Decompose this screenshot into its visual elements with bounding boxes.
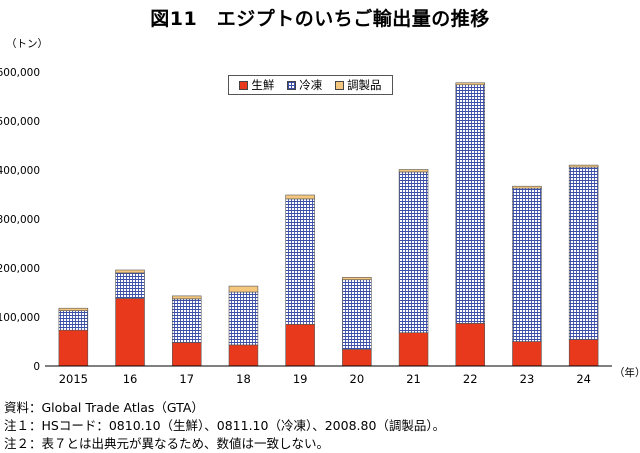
bar-segment-prepared <box>455 82 485 86</box>
y-tick-label: 600,000 <box>0 67 40 79</box>
bar-segment-prepared <box>115 269 145 274</box>
legend-swatch-prepared <box>335 80 345 90</box>
x-tick-label: 22 <box>463 372 478 386</box>
legend-label-fresh: 生鮮 <box>251 78 275 92</box>
bar-segment-fresh <box>228 344 259 367</box>
legend-swatch-fresh <box>239 80 249 90</box>
bar-segment-prepared <box>512 185 542 189</box>
bar-segment-fresh <box>455 323 485 367</box>
legend-item-fresh: 生鮮 <box>239 77 274 93</box>
legend-label-prepared: 調製品 <box>347 78 382 92</box>
x-tick-label: 19 <box>293 372 308 386</box>
y-tick-label: 100,000 <box>0 312 40 324</box>
bar-segment-frozen <box>398 171 429 333</box>
bar-segment-frozen <box>58 310 89 331</box>
bar-segment-frozen <box>228 291 259 346</box>
bar-segment-frozen <box>115 272 145 299</box>
bar-segment-prepared <box>285 194 315 200</box>
legend-item-prepared: 調製品 <box>335 77 382 93</box>
legend-label-frozen: 冷凍 <box>299 78 323 92</box>
bar-segment-frozen <box>285 198 315 325</box>
bar-segment-prepared <box>398 169 429 173</box>
bar-segment-frozen <box>568 166 599 340</box>
bar-segment-fresh <box>172 342 202 367</box>
bar-segment-frozen <box>172 298 202 343</box>
x-tick-label: 16 <box>123 372 138 386</box>
chart-legend: 生鮮 冷凍 調製品 <box>228 75 393 95</box>
bar-segment-fresh <box>568 339 599 367</box>
legend-item-frozen: 冷凍 <box>287 77 322 93</box>
bar-segment-fresh <box>512 341 542 367</box>
x-tick-label: 17 <box>179 372 194 386</box>
x-tick-label: 18 <box>236 372 251 386</box>
bar-segment-prepared <box>58 307 89 311</box>
chart-title: 図11 エジプトのいちご輸出量の推移 <box>150 8 490 30</box>
x-tick-label: 24 <box>576 372 591 386</box>
bar-segment-prepared <box>228 285 259 293</box>
bar-segment-frozen <box>342 279 372 350</box>
legend-swatch-frozen <box>287 80 297 90</box>
y-axis-unit-label: （トン） <box>6 38 48 50</box>
bar-segment-fresh <box>115 298 145 367</box>
bar-segment-fresh <box>285 324 315 367</box>
y-tick-label: 300,000 <box>0 214 40 226</box>
footnote-1: 注１：HSコード：0810.10（生鮮）、0811.10（冷凍）、2008.80… <box>4 418 446 433</box>
source-note: 資料：Global Trade Atlas（GTA） <box>4 400 204 415</box>
footnote-2: 注２：表７とは出典元が異なるため、数値は一致しない。 <box>4 436 330 451</box>
chart-plot: （トン） 0 100,000 200,000 300,000 400,000 500,00… <box>0 38 640 386</box>
bar-segment-fresh <box>342 348 372 367</box>
bar-segment-fresh <box>58 329 89 367</box>
bar-segment-prepared <box>568 164 599 168</box>
y-tick-label: 200,000 <box>0 263 40 275</box>
bar-segment-frozen <box>512 187 542 342</box>
x-tick-label: 21 <box>406 372 421 386</box>
x-axis-unit-label: （年） <box>614 366 640 379</box>
x-tick-label: 20 <box>350 372 365 386</box>
y-tick-label: 0 <box>33 361 40 373</box>
bar-segment-prepared <box>342 276 372 280</box>
bar-segment-fresh <box>398 332 429 367</box>
y-tick-label: 500,000 <box>0 116 40 128</box>
bar-segment-frozen <box>455 84 485 324</box>
x-tick-label: 23 <box>520 372 535 386</box>
y-tick-label: 400,000 <box>0 165 40 177</box>
x-tick-label: 2015 <box>59 372 88 386</box>
bar-segment-prepared <box>172 295 202 300</box>
